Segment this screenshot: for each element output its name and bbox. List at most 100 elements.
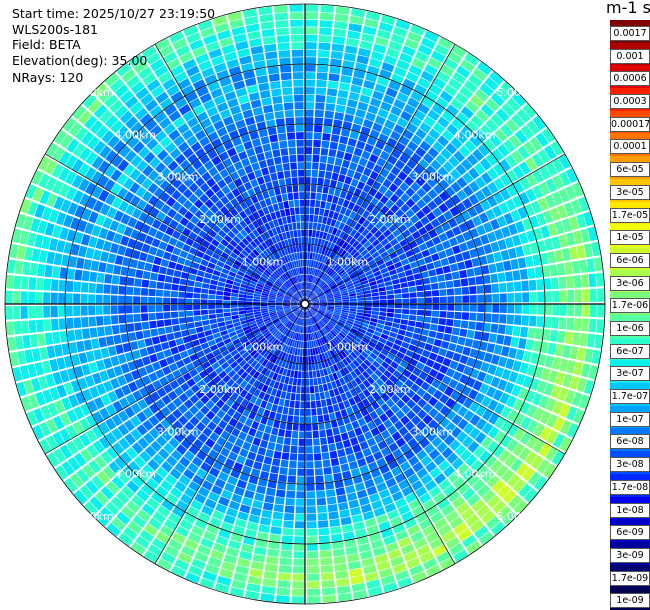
ppi-cell xyxy=(195,389,205,399)
ppi-cell xyxy=(399,461,411,472)
ppi-cell xyxy=(209,432,220,442)
ppi-cell xyxy=(319,304,327,307)
ppi-cell xyxy=(311,284,316,291)
ppi-cell xyxy=(488,412,500,425)
ppi-cell xyxy=(321,318,328,324)
ppi-cell xyxy=(225,259,234,267)
ppi-cell xyxy=(346,169,355,178)
ppi-cell xyxy=(52,146,65,162)
ppi-cell xyxy=(329,518,341,527)
ppi-cell xyxy=(298,177,305,185)
ppi-cell xyxy=(329,179,337,188)
ppi-cell xyxy=(46,452,60,468)
ppi-cell xyxy=(343,348,350,356)
ppi-cell xyxy=(374,255,383,263)
ppi-cell xyxy=(268,298,276,301)
ppi-cell xyxy=(452,352,462,362)
ppi-cell xyxy=(419,122,432,134)
ppi-cell xyxy=(324,110,335,119)
ppi-cell xyxy=(93,349,103,361)
ppi-cell xyxy=(380,205,390,215)
ppi-cell xyxy=(353,188,362,197)
ppi-cell xyxy=(305,356,309,364)
ppi-cell xyxy=(365,404,375,414)
ppi-cell xyxy=(317,520,329,529)
ppi-cell xyxy=(335,441,344,450)
ppi-cell xyxy=(253,388,261,398)
ppi-cell xyxy=(338,269,346,276)
ppi-cell xyxy=(256,266,264,274)
ppi-cell xyxy=(210,88,223,99)
ppi-cell xyxy=(497,272,506,283)
ppi-cell xyxy=(133,287,141,296)
ppi-cell xyxy=(320,5,335,13)
ppi-cell xyxy=(530,352,540,365)
ppi-cell xyxy=(182,110,195,122)
ppi-cell xyxy=(290,331,295,339)
ppi-cell xyxy=(251,339,259,347)
ppi-cell xyxy=(223,247,232,255)
ppi-cell xyxy=(356,181,366,190)
ppi-cell xyxy=(383,419,393,429)
ppi-cell xyxy=(39,438,52,454)
ppi-cell xyxy=(292,184,299,193)
ppi-cell xyxy=(184,487,197,499)
ppi-cell xyxy=(316,370,321,378)
ppi-cell xyxy=(452,245,461,255)
ppi-cell xyxy=(384,436,395,446)
ppi-cell xyxy=(276,27,289,36)
ppi-cell xyxy=(239,359,247,368)
ppi-cell xyxy=(377,365,387,374)
ppi-cell xyxy=(111,196,123,209)
ppi-cell xyxy=(448,237,459,247)
ppi-cell xyxy=(183,410,194,421)
ppi-cell xyxy=(390,404,400,414)
ppi-cell xyxy=(294,293,300,299)
ppi-cell xyxy=(154,130,167,143)
ppi-cell xyxy=(59,428,72,443)
ppi-cell xyxy=(72,105,87,120)
ppi-cell xyxy=(302,252,305,260)
ppi-cell xyxy=(312,304,320,307)
ppi-cell xyxy=(537,353,547,367)
ppi-cell xyxy=(518,232,529,245)
ppi-cell xyxy=(462,346,472,356)
ppi-cell xyxy=(311,295,318,300)
ppi-cell xyxy=(573,318,582,331)
ppi-cell xyxy=(139,347,149,358)
ppi-cell xyxy=(275,349,282,357)
ppi-cell xyxy=(206,177,216,188)
ppi-cell xyxy=(239,316,248,322)
ppi-cell xyxy=(544,194,556,209)
ppi-cell xyxy=(227,434,237,444)
ppi-cell xyxy=(282,284,289,290)
ppi-cell xyxy=(110,315,119,325)
ppi-cell xyxy=(461,286,470,295)
ppi-cell xyxy=(250,195,259,204)
ppi-cell xyxy=(179,519,193,531)
ppi-cell xyxy=(91,171,103,184)
ppi-cell xyxy=(438,460,451,472)
ppi-cell xyxy=(439,405,451,416)
ppi-cell xyxy=(584,348,594,363)
ppi-cell xyxy=(106,446,119,460)
ppi-cell xyxy=(39,346,49,361)
ppi-cell xyxy=(293,87,304,95)
ppi-cell xyxy=(185,237,195,247)
ppi-cell xyxy=(285,293,292,298)
ppi-cell xyxy=(293,230,298,238)
ppi-cell xyxy=(312,302,320,304)
ppi-cell xyxy=(410,383,420,393)
ppi-cell xyxy=(317,291,324,296)
ppi-cell xyxy=(495,108,510,122)
ppi-cell xyxy=(120,266,129,276)
ppi-cell xyxy=(188,565,203,577)
ppi-cell xyxy=(91,475,105,490)
ppi-cell xyxy=(365,72,378,83)
ppi-cell xyxy=(268,354,275,362)
ppi-cell xyxy=(355,254,363,262)
ppi-cell xyxy=(302,289,304,297)
ppi-cell xyxy=(438,178,450,190)
ppi-cell xyxy=(397,170,408,181)
ppi-cell xyxy=(573,408,585,424)
